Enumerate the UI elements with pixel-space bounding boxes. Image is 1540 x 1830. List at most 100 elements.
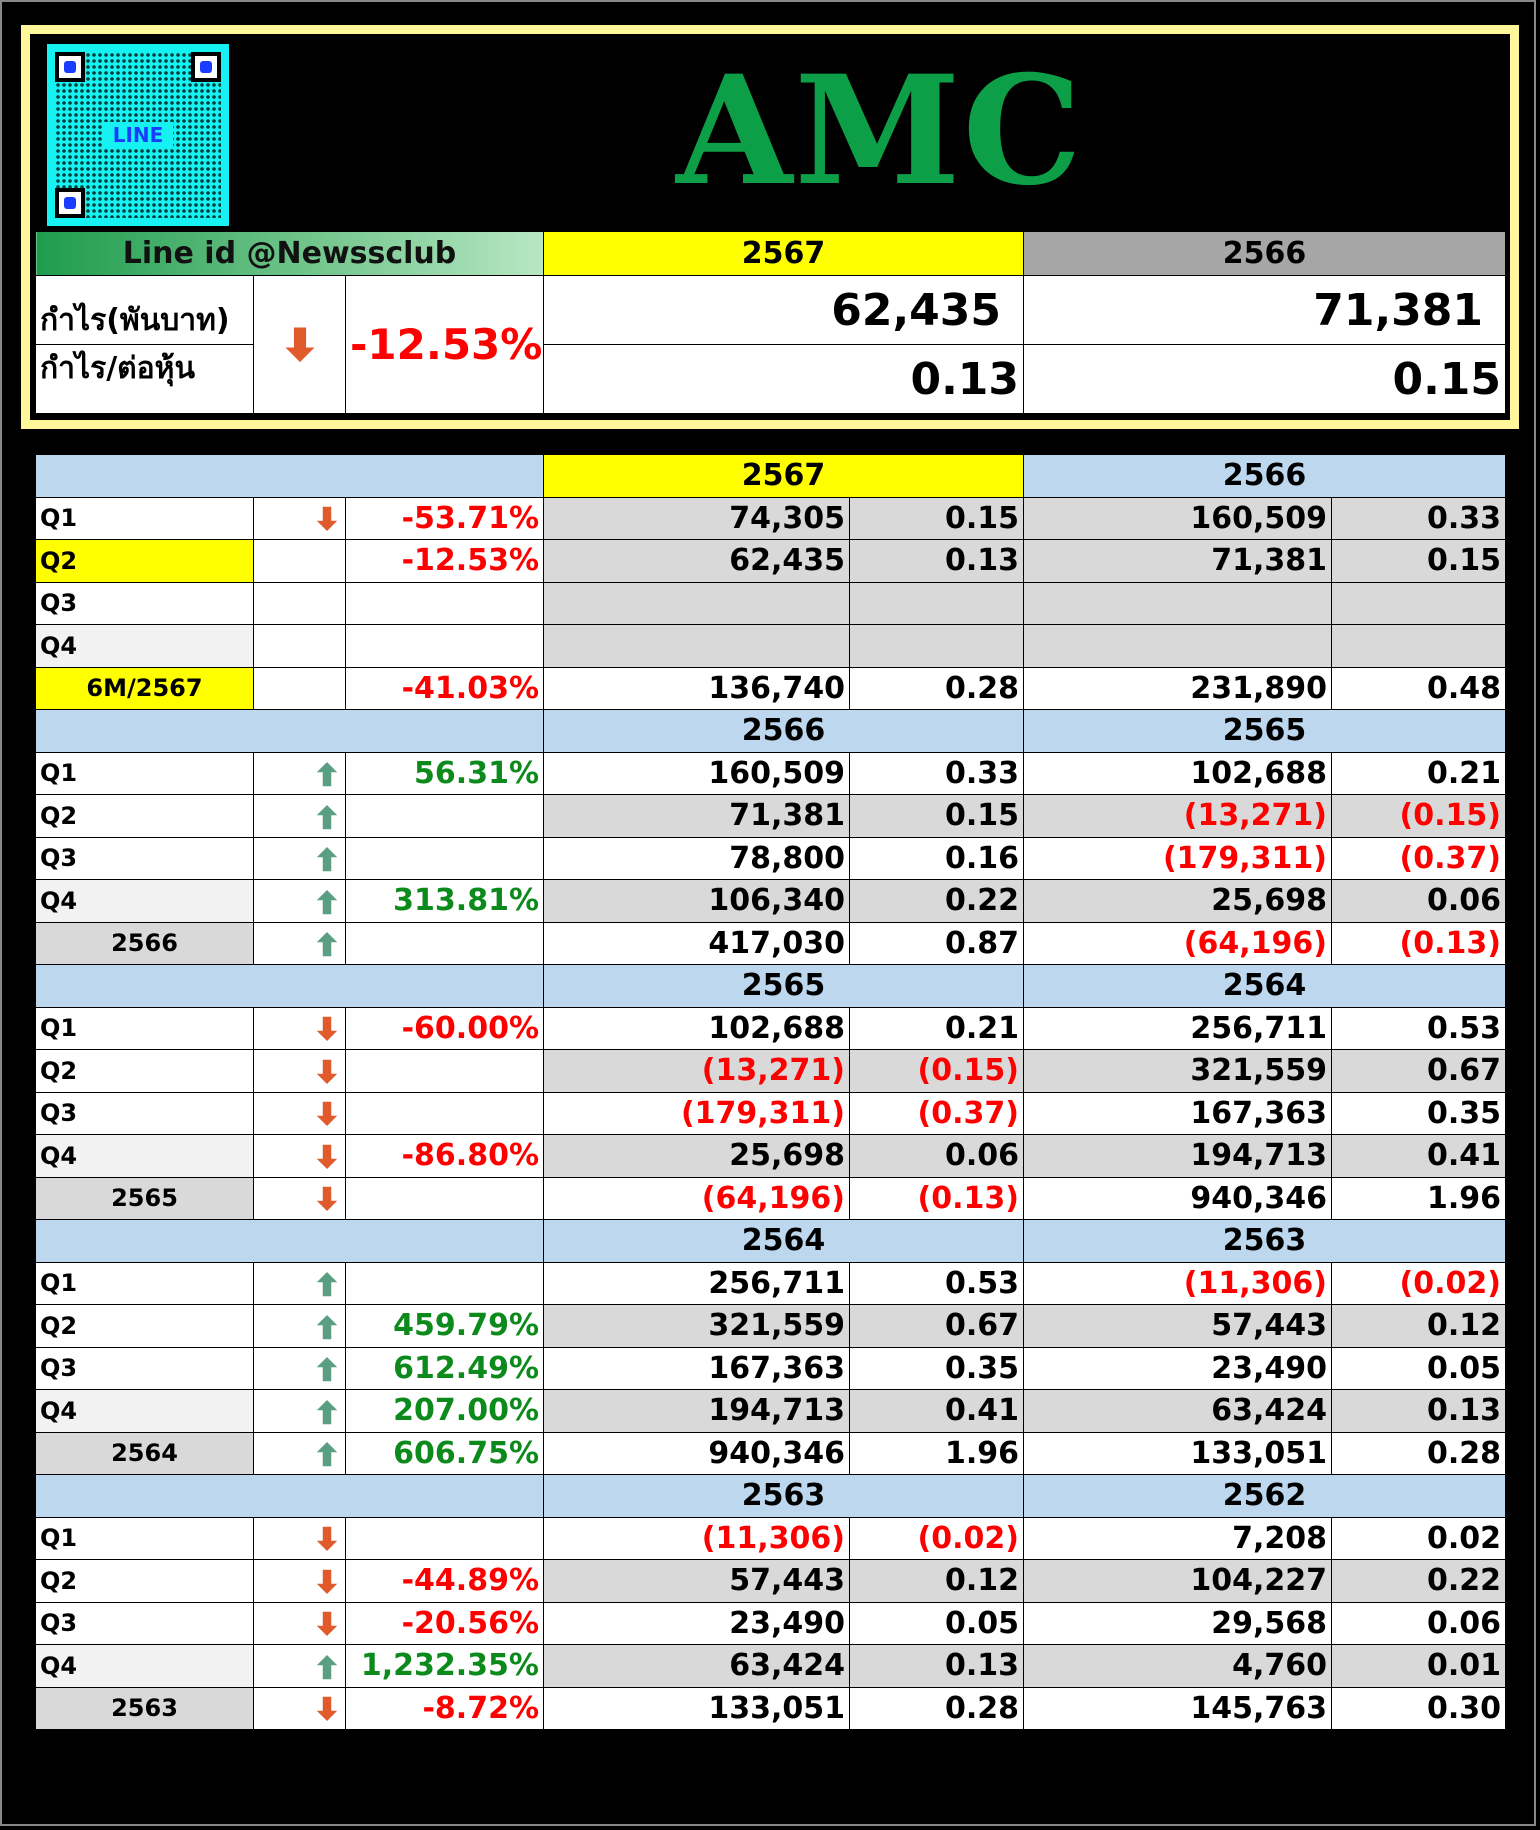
year-b-header: 2564	[1023, 964, 1506, 1008]
band-spacer	[35, 1474, 544, 1518]
year-b-profit: 4,760	[1023, 1644, 1332, 1688]
year-b-eps: 0.13	[1331, 1389, 1506, 1433]
year-header-row: 2564 2563	[35, 1219, 1506, 1263]
period-total-label: 2566	[35, 921, 254, 965]
year-b-eps: 0.48	[1331, 666, 1506, 710]
table-row: Q2 -12.53% 62,435 0.13 71,381 0.15	[35, 539, 1506, 583]
year-a-eps: 0.67	[849, 1304, 1024, 1348]
quarter-label: Q2	[35, 539, 254, 583]
year-b-eps: 0.28	[1331, 1431, 1506, 1475]
year-a-profit	[543, 624, 850, 668]
year-a-eps: 0.13	[849, 1644, 1024, 1688]
arrow-up-icon	[253, 1644, 346, 1688]
year-a-profit: 106,340	[543, 879, 850, 923]
profit-label: กำไร(พันบาท)	[35, 275, 254, 345]
table-row: Q2 71,381 0.15 (13,271) (0.15)	[35, 794, 1506, 838]
table-row: 2564 606.75% 940,346 1.96 133,051 0.28	[35, 1431, 1506, 1475]
summary-year-current: 2567	[543, 231, 1025, 276]
year-b-profit: 104,227	[1023, 1559, 1332, 1603]
arrow-down-icon	[253, 1091, 346, 1135]
arrow-up-icon	[253, 1346, 346, 1390]
arrow-down-icon	[253, 1176, 346, 1220]
table-row: 2563 -8.72% 133,051 0.28 145,763 0.30	[35, 1686, 1506, 1730]
year-a-eps: 0.15	[849, 496, 1024, 540]
quarter-label: Q4	[35, 1134, 254, 1178]
year-header-row: 2565 2564	[35, 964, 1506, 1008]
arrow-down-icon	[253, 1559, 346, 1603]
year-a-profit: 160,509	[543, 751, 850, 795]
year-b-eps: 0.02	[1331, 1516, 1506, 1560]
year-b-eps: 0.05	[1331, 1346, 1506, 1390]
year-b-eps: (0.37)	[1331, 836, 1506, 880]
year-a-eps: 0.35	[849, 1346, 1024, 1390]
year-a-eps: 0.53	[849, 1261, 1024, 1305]
table-row: Q3 612.49% 167,363 0.35 23,490 0.05	[35, 1346, 1506, 1390]
arrow-up-icon	[253, 1304, 346, 1348]
change-percent: 1,232.35%	[345, 1644, 544, 1688]
year-header-row: 2566 2565	[35, 709, 1506, 753]
year-b-eps: 0.06	[1331, 879, 1506, 923]
year-b-eps: (0.02)	[1331, 1261, 1506, 1305]
year-a-profit: 25,698	[543, 1134, 850, 1178]
period-total-label: 2564	[35, 1431, 254, 1475]
year-b-profit: 231,890	[1023, 666, 1332, 710]
change-percent	[345, 794, 544, 838]
arrow-empty	[253, 666, 346, 710]
band-spacer	[35, 964, 544, 1008]
table-row: Q3 (179,311) (0.37) 167,363 0.35	[35, 1091, 1506, 1135]
year-a-profit: (13,271)	[543, 1049, 850, 1093]
arrow-down-icon	[253, 1006, 346, 1050]
year-b-profit	[1023, 624, 1332, 668]
year-a-profit: (179,311)	[543, 1091, 850, 1135]
change-percent: -60.00%	[345, 1006, 544, 1050]
year-a-profit: 23,490	[543, 1601, 850, 1645]
year-a-eps: 0.05	[849, 1601, 1024, 1645]
year-b-eps: 0.12	[1331, 1304, 1506, 1348]
change-percent: 313.81%	[345, 879, 544, 923]
year-b-eps: 0.53	[1331, 1006, 1506, 1050]
qr-eye-icon	[55, 52, 85, 82]
year-b-eps	[1331, 581, 1506, 625]
quarter-label: Q1	[35, 751, 254, 795]
summary-eps-current: 0.13	[543, 344, 1025, 414]
quarter-label: Q3	[35, 1091, 254, 1135]
year-b-profit: (64,196)	[1023, 921, 1332, 965]
table-row: Q1 56.31% 160,509 0.33 102,688 0.21	[35, 751, 1506, 795]
summary-table: Line id @Newssclub 2567 2566 กำไร(พันบาท…	[34, 231, 1507, 414]
quarter-label: Q4	[35, 1644, 254, 1688]
year-header-row: 2567 2566	[35, 454, 1506, 498]
quarter-label: Q1	[35, 1006, 254, 1050]
quarter-label: Q4	[35, 879, 254, 923]
year-a-profit: (11,306)	[543, 1516, 850, 1560]
change-percent: 207.00%	[345, 1389, 544, 1433]
table-row: Q2 459.79% 321,559 0.67 57,443 0.12	[35, 1304, 1506, 1348]
year-b-profit: 160,509	[1023, 496, 1332, 540]
year-b-profit: 25,698	[1023, 879, 1332, 923]
year-b-profit: 940,346	[1023, 1176, 1332, 1220]
line-qr-code[interactable]: LINE	[47, 44, 229, 226]
arrow-down-icon	[253, 1134, 346, 1178]
quarter-label: Q3	[35, 1346, 254, 1390]
year-b-profit: 194,713	[1023, 1134, 1332, 1178]
change-percent: -53.71%	[345, 496, 544, 540]
year-b-eps: 0.21	[1331, 751, 1506, 795]
table-row: 2565 (64,196) (0.13) 940,346 1.96	[35, 1176, 1506, 1220]
year-b-eps: 0.22	[1331, 1559, 1506, 1603]
year-a-eps: 0.22	[849, 879, 1024, 923]
year-a-profit: (64,196)	[543, 1176, 850, 1220]
quarterly-table: 2567 2566 Q1 -53.71% 74,305 0.15 160,509 0.33 Q2…	[35, 454, 1506, 1730]
change-percent: -44.89%	[345, 1559, 544, 1603]
year-a-eps: 0.06	[849, 1134, 1024, 1178]
table-row: Q1 -60.00% 102,688 0.21 256,711 0.53	[35, 1006, 1506, 1050]
year-a-header: 2563	[543, 1474, 1024, 1518]
year-b-profit: (179,311)	[1023, 836, 1332, 880]
year-a-profit	[543, 581, 850, 625]
year-b-eps: 0.33	[1331, 496, 1506, 540]
summary-eps-prev: 0.15	[1023, 344, 1507, 414]
year-a-profit: 167,363	[543, 1346, 850, 1390]
arrow-down-icon	[253, 1686, 346, 1730]
summary-year-prev: 2566	[1023, 231, 1507, 276]
change-percent	[345, 921, 544, 965]
year-a-eps	[849, 624, 1024, 668]
